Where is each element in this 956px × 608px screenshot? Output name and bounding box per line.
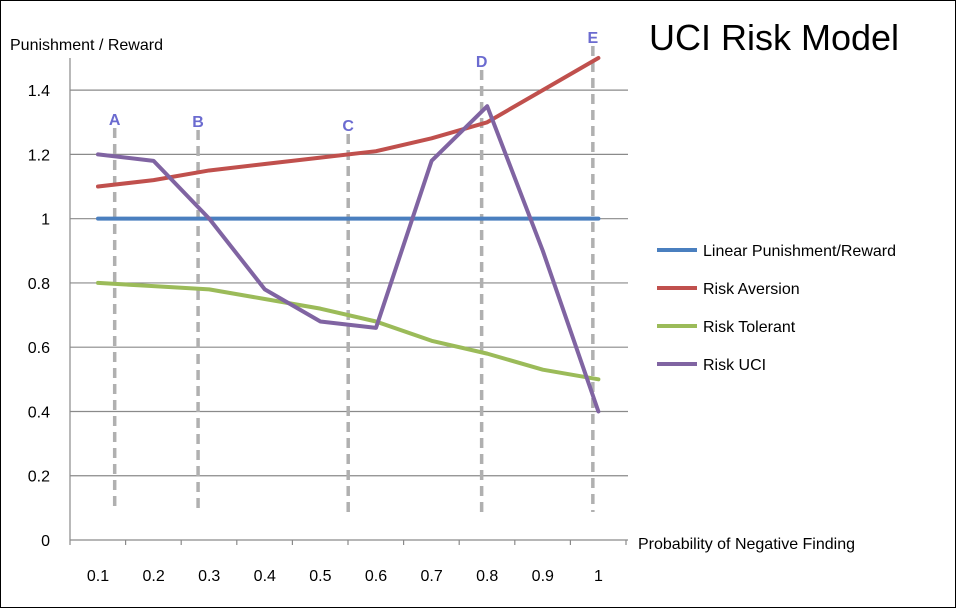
y-tick-labels: 0 0.2 0.4 0.6 0.8 1 1.2 1.4 bbox=[28, 83, 50, 550]
y-tick-label: 1.4 bbox=[28, 83, 50, 100]
x-tick-labels: 0.1 0.2 0.3 0.4 0.5 0.6 0.7 0.8 0.9 1 bbox=[87, 568, 603, 585]
marker-label-e: E bbox=[588, 30, 599, 47]
x-axis-title: Probability of Negative Finding bbox=[638, 536, 855, 553]
y-tick-label: 0.8 bbox=[28, 276, 50, 293]
y-tick-label: 0.2 bbox=[28, 469, 50, 486]
x-tick-label: 0.9 bbox=[532, 568, 554, 585]
marker-label-b: B bbox=[192, 114, 204, 131]
legend-label-3: Risk UCI bbox=[703, 357, 766, 374]
legend-label-2: Risk Tolerant bbox=[703, 319, 796, 336]
marker-label-d: D bbox=[476, 54, 488, 71]
chart-title: UCI Risk Model bbox=[649, 17, 899, 58]
x-tick-label: 0.7 bbox=[420, 568, 442, 585]
x-tick-label: 0.2 bbox=[142, 568, 164, 585]
marker-label-c: C bbox=[342, 118, 354, 135]
y-axis-title: Punishment / Reward bbox=[10, 37, 163, 54]
marker-lines: A B C D E bbox=[109, 30, 599, 512]
legend-label-1: Risk Aversion bbox=[703, 281, 800, 298]
y-tick-label: 1.2 bbox=[28, 147, 50, 164]
x-tick-label: 0.5 bbox=[309, 568, 331, 585]
series-line-2 bbox=[96, 280, 601, 382]
x-tick-label: 0.6 bbox=[365, 568, 387, 585]
marker-label-a: A bbox=[109, 112, 121, 129]
legend: Linear Punishment/Reward Risk Aversion Ris… bbox=[657, 243, 896, 374]
legend-label-0: Linear Punishment/Reward bbox=[703, 243, 896, 260]
y-tick-label: 0.4 bbox=[28, 404, 50, 421]
series-line-1 bbox=[96, 56, 601, 189]
x-tick-label: 0.8 bbox=[476, 568, 498, 585]
y-tick-label: 1 bbox=[41, 212, 50, 229]
x-tick-label: 0.4 bbox=[254, 568, 276, 585]
x-tick-label: 1 bbox=[594, 568, 603, 585]
series-line-3 bbox=[96, 104, 601, 414]
x-tick-label: 0.1 bbox=[87, 568, 109, 585]
x-tick-label: 0.3 bbox=[198, 568, 220, 585]
y-tick-label: 0 bbox=[41, 533, 50, 550]
series-lines bbox=[96, 56, 601, 414]
y-tick-label: 0.6 bbox=[28, 340, 50, 357]
